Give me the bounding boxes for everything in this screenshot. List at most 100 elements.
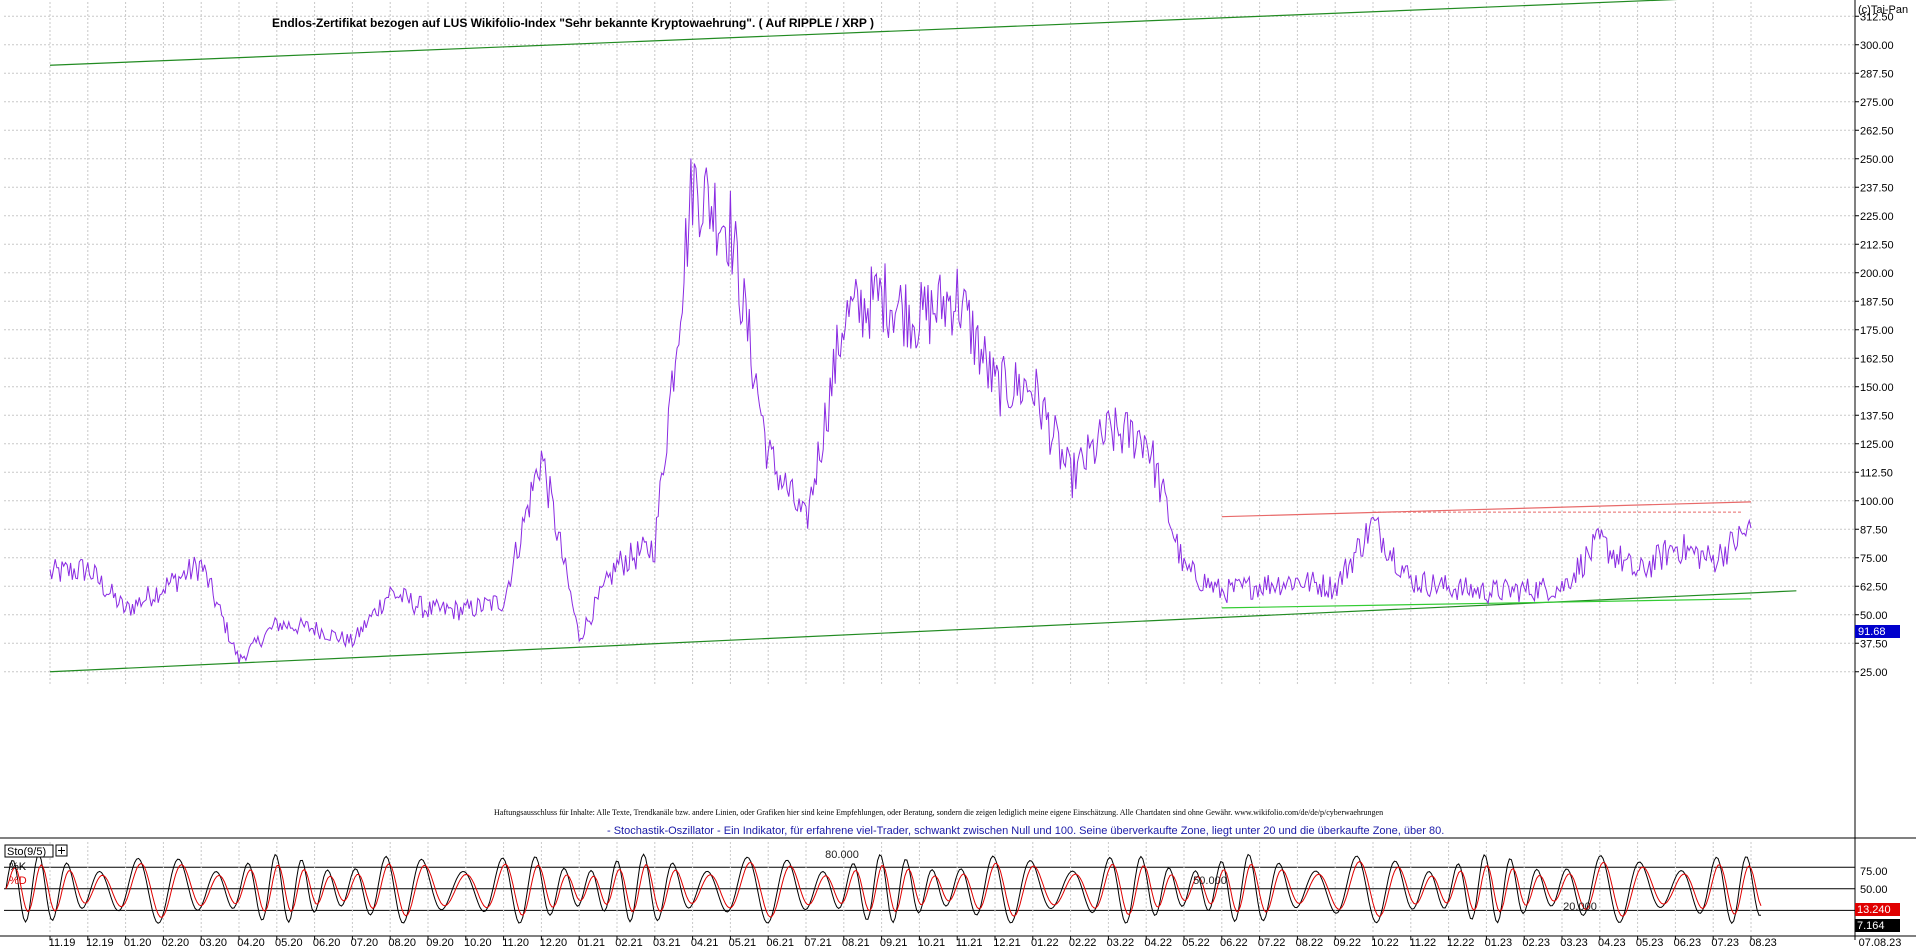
y-tick-label: 125.00 [1860,439,1894,451]
k-value-label: 13.240 [1857,904,1891,916]
x-tick-label: 12.19 [86,937,114,948]
x-tick-label: 11.20 [502,937,529,948]
chart-title: Endlos-Zertifikat bezogen auf LUS Wikifo… [272,16,874,30]
x-tick-label: 01.20 [124,937,152,948]
x-tick-label: 06.22 [1220,937,1248,948]
stochastic-y-tick-label: 50.00 [1860,884,1888,896]
x-tick-label: 10.22 [1371,937,1399,948]
stochastic-d-line [5,861,1762,918]
x-tick-label: 09.22 [1333,937,1361,948]
level-20-label: 20.000 [1563,901,1597,913]
x-tick-label: 05.21 [729,937,757,948]
trendline-resistance [1221,501,1752,518]
x-tick-label: 04.23 [1598,937,1626,948]
x-tick-label: 05.23 [1636,937,1664,948]
legend-k: %K [9,861,27,873]
y-tick-label: 112.50 [1860,467,1893,479]
x-tick-label: 02.22 [1069,937,1097,948]
y-tick-label: 312.50 [1860,11,1894,23]
x-tick-label: 12.21 [993,937,1021,948]
expand-icon-plus [58,847,65,854]
stochastic-y-axis: 75.00 50.00 [1860,866,1888,896]
x-tick-label: 03.23 [1560,937,1588,948]
y-tick-label: 37.50 [1860,638,1888,650]
x-tick-label: 09.21 [880,937,908,948]
x-tick-label: 04.22 [1144,937,1172,948]
d-value-bg [1855,919,1900,932]
x-tick-label: 12.22 [1447,937,1475,948]
d-value-badge: 7.164 [1855,919,1900,932]
x-tick-label: 10.21 [918,937,946,948]
price-y-axis: 312.50 300.00 287.50 275.00 262.50 250.00 237.… [1855,11,1894,679]
x-tick-label: 01.23 [1485,937,1513,948]
legend-d: %D [9,875,27,887]
x-tick-label: 04.21 [691,937,719,948]
level-50-label: 50.000 [1193,875,1227,887]
x-tick-label: 07.21 [804,937,832,948]
k-value-badge: 13.240 [1855,903,1900,916]
x-axis: 11.19 12.19 01.20 02.20 03.20 04.20 05.20 06.20… [49,936,1777,948]
x-tick-label: 07.23 [1711,937,1739,948]
x-tick-label: 07.20 [351,937,379,948]
x-tick-label: 12.20 [540,937,568,948]
last-value-badge: 91.68 [1855,625,1900,638]
x-tick-label: 08.21 [842,937,870,948]
y-tick-label: 25.00 [1860,667,1888,679]
x-tick-label: 02.20 [162,937,190,948]
stochastic-y-tick-label: 75.00 [1860,866,1888,878]
y-tick-label: 62.50 [1860,581,1888,593]
x-tick-label: 05.22 [1182,937,1210,948]
stochastic-title: Sto(9/5) [7,846,46,858]
y-tick-label: 287.50 [1860,68,1894,80]
last-value-label: 91.68 [1858,626,1886,638]
trendline-upper-channel [49,0,1678,66]
oscillator-note: - Stochastik-Oszillator - Ein Indikator,… [607,825,1444,837]
x-tick-label: 09.20 [426,937,454,948]
x-tick-label: 08.23 [1749,937,1777,948]
x-tick-label: 07.22 [1258,937,1286,948]
disclaimer-text: Haftungsausschluss für Inhalte: Alle Tex… [494,808,1383,817]
x-tick-label: 01.21 [577,937,605,948]
x-tick-label: 01.22 [1031,937,1059,948]
y-tick-label: 75.00 [1860,553,1888,565]
y-tick-label: 150.00 [1860,382,1894,394]
y-tick-label: 175.00 [1860,325,1894,337]
y-tick-label: 212.50 [1860,239,1894,251]
copyright-label: (c)Tai-Pan [1858,4,1908,16]
trendline-lower-channel [49,590,1797,673]
x-tick-label: 10.20 [464,937,492,948]
x-tick-label: 08.20 [388,937,416,948]
x-tick-label: 04.20 [237,937,265,948]
x-tick-label: 05.20 [275,937,303,948]
last-value-bg [1855,625,1900,638]
x-tick-label: 02.23 [1522,937,1550,948]
x-axis-end-label: 07.08.23 [1859,937,1902,948]
y-tick-label: 162.50 [1860,353,1894,365]
x-tick-label: 08.22 [1296,937,1324,948]
y-tick-label: 87.50 [1860,524,1888,536]
y-tick-label: 250.00 [1860,154,1894,166]
y-tick-label: 50.00 [1860,610,1888,622]
stochastic-title-box [4,844,54,858]
x-tick-label: 03.21 [653,937,681,948]
stochastic-header: Sto(9/5) %K %D [4,844,68,887]
x-tick-label: 03.22 [1107,937,1135,948]
x-tick-label: 11.19 [49,937,76,948]
y-tick-label: 237.50 [1860,182,1894,194]
k-value-bg [1855,903,1900,916]
x-tick-label: 02.21 [615,937,643,948]
d-value-label: 7.164 [1857,920,1885,932]
y-tick-label: 187.50 [1860,296,1894,308]
y-tick-label: 262.50 [1860,125,1894,137]
y-tick-label: 225.00 [1860,211,1894,223]
price-series-line [49,158,1752,664]
x-tick-label: 11.21 [956,937,983,948]
y-tick-label: 137.50 [1860,410,1894,422]
level-80-label: 80.000 [825,849,859,861]
y-tick-label: 300.00 [1860,40,1894,52]
x-tick-label: 03.20 [199,937,227,948]
x-tick-label: 06.23 [1674,937,1702,948]
y-tick-label: 275.00 [1860,97,1894,109]
